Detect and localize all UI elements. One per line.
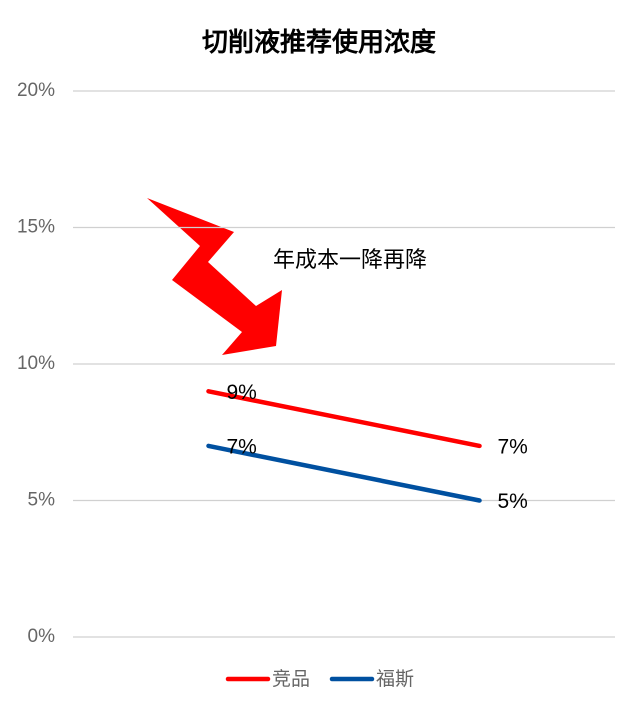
legend-label: 福斯 [376, 668, 414, 690]
series-line [206, 443, 482, 503]
data-label: 7% [498, 435, 528, 458]
y-tick-label: 0% [28, 626, 56, 647]
series-line [206, 389, 482, 449]
data-label: 7% [227, 435, 257, 458]
y-tick-label: 5% [28, 490, 56, 511]
legend-label: 竞品 [272, 668, 310, 690]
chart-title: 切削液推荐使用浓度 [202, 27, 436, 57]
arrow-icon [147, 198, 282, 355]
y-tick-label: 15% [17, 217, 55, 238]
y-tick-label: 20% [17, 80, 55, 101]
data-label: 5% [498, 490, 528, 513]
y-tick-label: 10% [17, 353, 55, 374]
annotation: 年成本一降再降 [273, 247, 427, 272]
data-label: 9% [227, 381, 257, 404]
